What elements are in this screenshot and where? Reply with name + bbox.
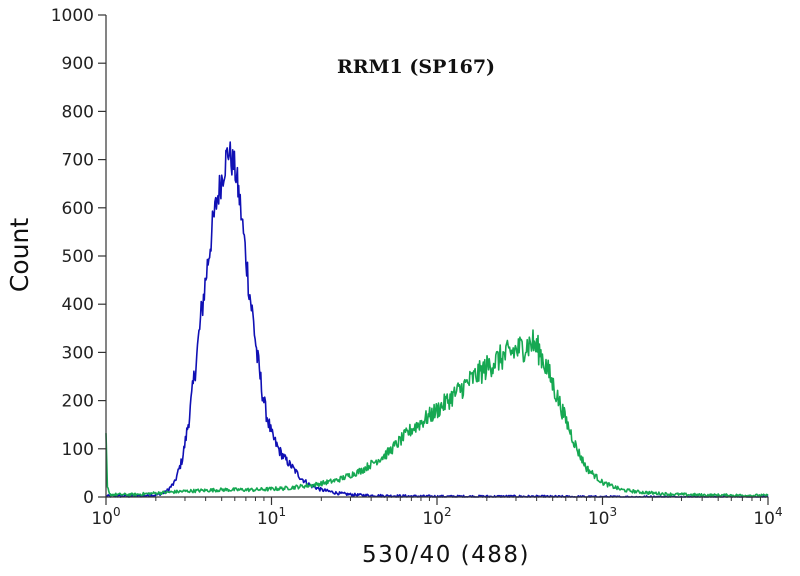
y-ticks: 0 100 200 300 400 500 600 700 800 900 1000 bbox=[51, 6, 106, 508]
y-tick-label: 900 bbox=[62, 54, 94, 74]
y-tick-label: 600 bbox=[62, 199, 94, 219]
x-ticks: 100 101 102 103 104 bbox=[91, 497, 783, 529]
y-tick-label: 0 bbox=[83, 488, 94, 508]
x-tick-label: 103 bbox=[588, 505, 617, 529]
x-tick-label: 102 bbox=[422, 505, 451, 529]
y-axis-title: Count bbox=[5, 218, 34, 292]
plot-lines bbox=[105, 141, 769, 498]
x-tick-label: 101 bbox=[257, 505, 286, 529]
x-axis-title: 530/40 (488) bbox=[362, 542, 530, 568]
y-tick-label: 300 bbox=[62, 343, 94, 363]
series-line-1 bbox=[105, 141, 769, 498]
axes bbox=[105, 15, 768, 498]
y-tick-label: 800 bbox=[62, 102, 94, 122]
y-tick-label: 700 bbox=[62, 151, 94, 171]
x-tick-label: 100 bbox=[91, 505, 120, 529]
y-tick-label: 400 bbox=[62, 295, 94, 315]
y-tick-label: 1000 bbox=[51, 6, 94, 26]
series-line-2 bbox=[105, 329, 769, 498]
y-tick-label: 500 bbox=[62, 247, 94, 267]
y-tick-label: 200 bbox=[62, 392, 94, 412]
x-tick-label: 104 bbox=[753, 505, 782, 529]
y-tick-label: 100 bbox=[62, 440, 94, 460]
chart-title: RRM1 (SP167) bbox=[337, 56, 495, 78]
